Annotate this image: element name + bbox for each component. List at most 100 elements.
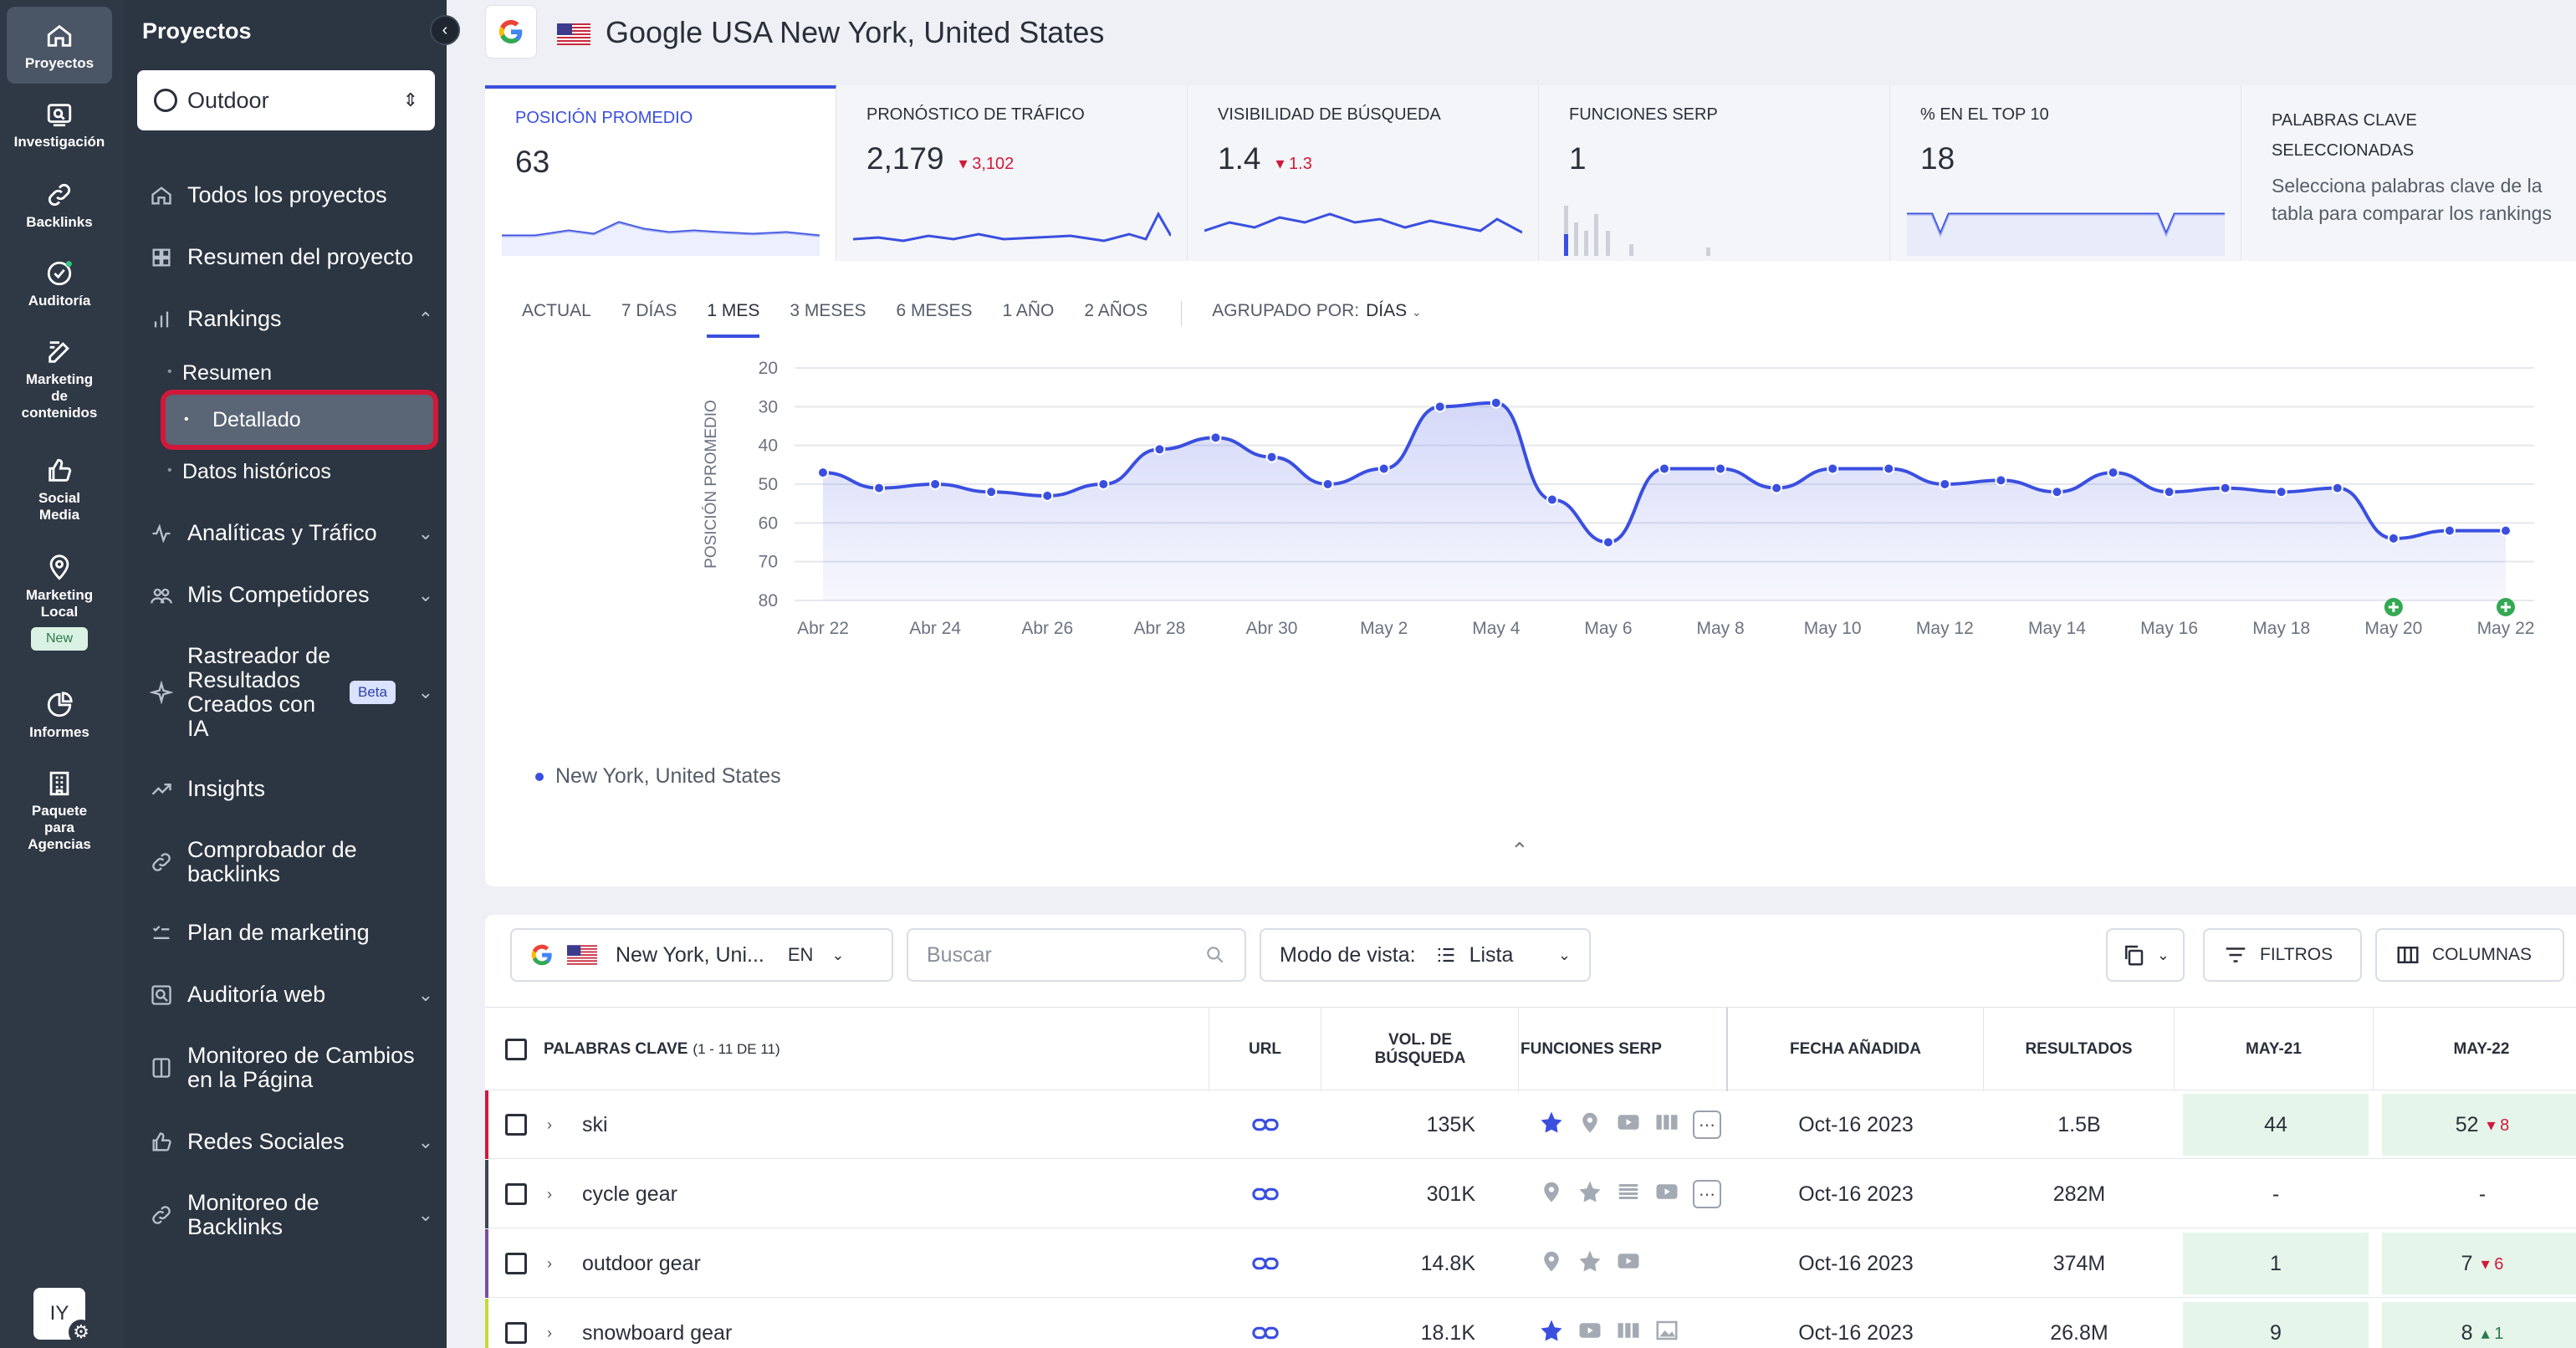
search-input[interactable]: Buscar <box>907 928 1246 982</box>
sidebar-item-comprobador[interactable]: Comprobador de backlinks <box>149 838 433 886</box>
rail-item-proyectos[interactable]: Proyectos <box>7 7 112 84</box>
settings-gear-icon[interactable]: ⚙ <box>69 1320 94 1345</box>
sidebar-item-monitoreo-backlinks[interactable]: Monitoreo de Backlinks ⌄ <box>149 1191 433 1239</box>
col-volume[interactable]: VOL. DE BÚSQUEDA <box>1321 1008 1519 1091</box>
rail-item-marketing-contenidos[interactable]: Marketing de contenidos <box>7 338 112 421</box>
columns-button[interactable]: COLUMNAS <box>2375 928 2564 982</box>
tab-2-anos[interactable]: 2 AÑOS <box>1084 301 1148 320</box>
sidebar-item-plan-marketing[interactable]: Plan de marketing <box>149 920 433 946</box>
sidebar-item-competidores[interactable]: Mis Competidores ⌄ <box>149 582 433 608</box>
y-tick-label: 40 <box>759 437 778 456</box>
sidebar-item-resumen-proyecto[interactable]: Resumen del proyecto <box>149 244 433 270</box>
grouping-dropdown[interactable]: AGRUPADO POR: DÍAS ⌄ <box>1212 301 1421 338</box>
search-engine-button[interactable] <box>485 5 537 59</box>
copy-button[interactable]: ⌄ <box>2106 928 2185 982</box>
row-checkbox[interactable] <box>505 1253 527 1274</box>
sidebar-subitem-resumen[interactable]: Resumen <box>167 361 272 386</box>
chevron-left-icon: ‹ <box>442 20 448 39</box>
rail-item-paquete-agencias[interactable]: Paquete para Agencias <box>7 769 112 853</box>
metric-funciones-serp[interactable]: Funciones SERP 1 <box>1539 85 1890 261</box>
avatar[interactable]: IY <box>33 1288 85 1340</box>
tab-1-mes[interactable]: 1 MES <box>707 301 760 338</box>
rank-delta: ▴ 1 <box>2481 1324 2504 1343</box>
keyword-text[interactable]: outdoor gear <box>582 1251 701 1275</box>
tab-3-meses[interactable]: 3 MESES <box>790 301 866 320</box>
table-row[interactable]: › cycle gear 301K ⋯ Oct-16 2023 282M - - <box>485 1160 2576 1228</box>
col-date[interactable]: FECHA AÑADIDA <box>1728 1008 1984 1091</box>
link-icon <box>48 183 71 207</box>
expand-chevron-icon[interactable]: › <box>547 1254 552 1272</box>
expand-chevron-icon[interactable]: › <box>547 1185 552 1202</box>
col-serp[interactable]: FUNCIONES SERP <box>1519 1008 1728 1091</box>
metric-pronostico-trafico[interactable]: Pronóstico de tráfico 2,179 ▾ 3,102 <box>836 85 1188 261</box>
keyword-text[interactable]: snowboard gear <box>582 1320 733 1345</box>
row-checkbox[interactable] <box>505 1322 527 1344</box>
expand-chevron-icon[interactable]: › <box>547 1116 552 1133</box>
chart-legend[interactable]: New York, United States <box>535 764 781 789</box>
results-value: 26.8M <box>2050 1320 2108 1345</box>
url-link-icon[interactable] <box>1251 1160 1280 1228</box>
metric-top10[interactable]: % en el top 10 18 <box>1890 85 2241 261</box>
filters-button[interactable]: FILTROS <box>2203 928 2362 982</box>
location-selector[interactable]: New York, Uni... EN ⌄ <box>510 928 893 982</box>
chevron-down-icon: ⌄ <box>1557 946 1571 963</box>
serp-features: ⋯ <box>1539 1160 1721 1228</box>
col-may22[interactable]: MAY-22 <box>2453 1040 2510 1058</box>
col-may21[interactable]: MAY-21 <box>2175 1008 2374 1091</box>
url-link-icon[interactable] <box>1251 1299 1280 1348</box>
rail-label: Informes <box>29 724 89 740</box>
rail-item-auditoria[interactable]: Auditoría <box>7 259 112 309</box>
select-all-checkbox[interactable] <box>505 1039 527 1060</box>
sidebar-subitem-datos-historicos[interactable]: Datos históricos <box>167 460 331 484</box>
collapse-sidebar-button[interactable]: ‹ <box>430 15 460 45</box>
sidebar-item-todos-proyectos[interactable]: Todos los proyectos <box>149 182 433 208</box>
rail-label: Backlinks <box>26 214 93 230</box>
sidebar-item-auditoria-web[interactable]: Auditoría web ⌄ <box>149 982 433 1008</box>
chevron-down-icon: ⌄ <box>417 1131 433 1152</box>
row-checkbox[interactable] <box>505 1183 527 1205</box>
view-mode-select[interactable]: Modo de vista: Lista ⌄ <box>1260 928 1591 982</box>
metric-visibilidad[interactable]: Visibilidad de búsqueda 1.4 ▾ 1.3 <box>1188 85 1539 261</box>
url-link-icon[interactable] <box>1251 1090 1280 1159</box>
sidebar-item-rankings[interactable]: Rankings ⌃ <box>149 306 433 332</box>
table-row[interactable]: › ski 135K ⋯ Oct-16 2023 1.5B 44 52 ▾ 8 <box>485 1090 2576 1159</box>
collapse-chart-chevron-icon[interactable]: ⌃ <box>1510 838 1529 863</box>
icon-rail: Proyectos Investigación Backlinks Audito… <box>0 0 124 1348</box>
tab-6-meses[interactable]: 6 MESES <box>896 301 973 320</box>
table-row[interactable]: › outdoor gear 14.8K Oct-16 2023 374M 1 7 ▾ 6 <box>485 1229 2576 1298</box>
rail-item-backlinks[interactable]: Backlinks <box>7 181 112 231</box>
project-selector[interactable]: Outdoor ⇕ <box>137 70 435 130</box>
rail-item-social-media[interactable]: Social Media <box>7 457 112 523</box>
rail-item-investigacion[interactable]: Investigación <box>7 100 112 151</box>
tab-7-dias[interactable]: 7 DÍAS <box>621 301 677 320</box>
tab-actual[interactable]: ACTUAL <box>522 301 591 320</box>
more-icon[interactable]: ⋯ <box>1693 1111 1721 1139</box>
images-icon <box>1654 1110 1693 1141</box>
tab-1-ano[interactable]: 1 AÑO <box>1002 301 1055 320</box>
rail-item-informes[interactable]: Informes <box>7 691 112 741</box>
keyword-text[interactable]: ski <box>582 1112 608 1136</box>
sidebar-item-redes-sociales[interactable]: Redes Sociales ⌄ <box>149 1129 433 1155</box>
metric-posicion-promedio[interactable]: Posición promedio 63 <box>485 85 836 261</box>
col-url[interactable]: URL <box>1209 1008 1321 1091</box>
col-results[interactable]: RESULTADOS <box>1984 1008 2175 1091</box>
sidebar-item-rastreador[interactable]: Rastreador de Resultados Creados con IA … <box>149 644 433 741</box>
sidebar-item-insights[interactable]: Insights <box>149 776 433 802</box>
expand-chevron-icon[interactable]: › <box>547 1324 552 1341</box>
sidebar-item-monitoreo-cambios[interactable]: Monitoreo de Cambios en la Página <box>149 1044 433 1092</box>
grouping-value: DÍAS <box>1366 301 1408 320</box>
table-row[interactable]: › snowboard gear 18.1K Oct-16 2023 26.8M 9 8 ▴ … <box>485 1299 2576 1348</box>
nav-label: Todos los proyectos <box>187 182 387 207</box>
columns-icon <box>2397 947 2419 963</box>
row-checkbox[interactable] <box>505 1114 527 1136</box>
sidebar-subitem-detallado[interactable]: Detallado <box>166 395 433 445</box>
keyword-text[interactable]: cycle gear <box>582 1182 677 1206</box>
table-header: Palabras clave (1 - 11 DE 11) URL VOL. D… <box>485 1007 2576 1091</box>
col-keywords[interactable]: Palabras clave (1 - 11 DE 11) <box>485 1008 1209 1091</box>
data-point <box>2107 467 2119 479</box>
metric-value: 2,179 <box>866 141 944 176</box>
rail-item-marketing-local[interactable]: Marketing Local New <box>7 554 112 651</box>
sidebar-item-analiticas[interactable]: Analíticas y Tráfico ⌄ <box>149 520 433 546</box>
more-icon[interactable]: ⋯ <box>1693 1180 1721 1208</box>
url-link-icon[interactable] <box>1251 1229 1280 1298</box>
